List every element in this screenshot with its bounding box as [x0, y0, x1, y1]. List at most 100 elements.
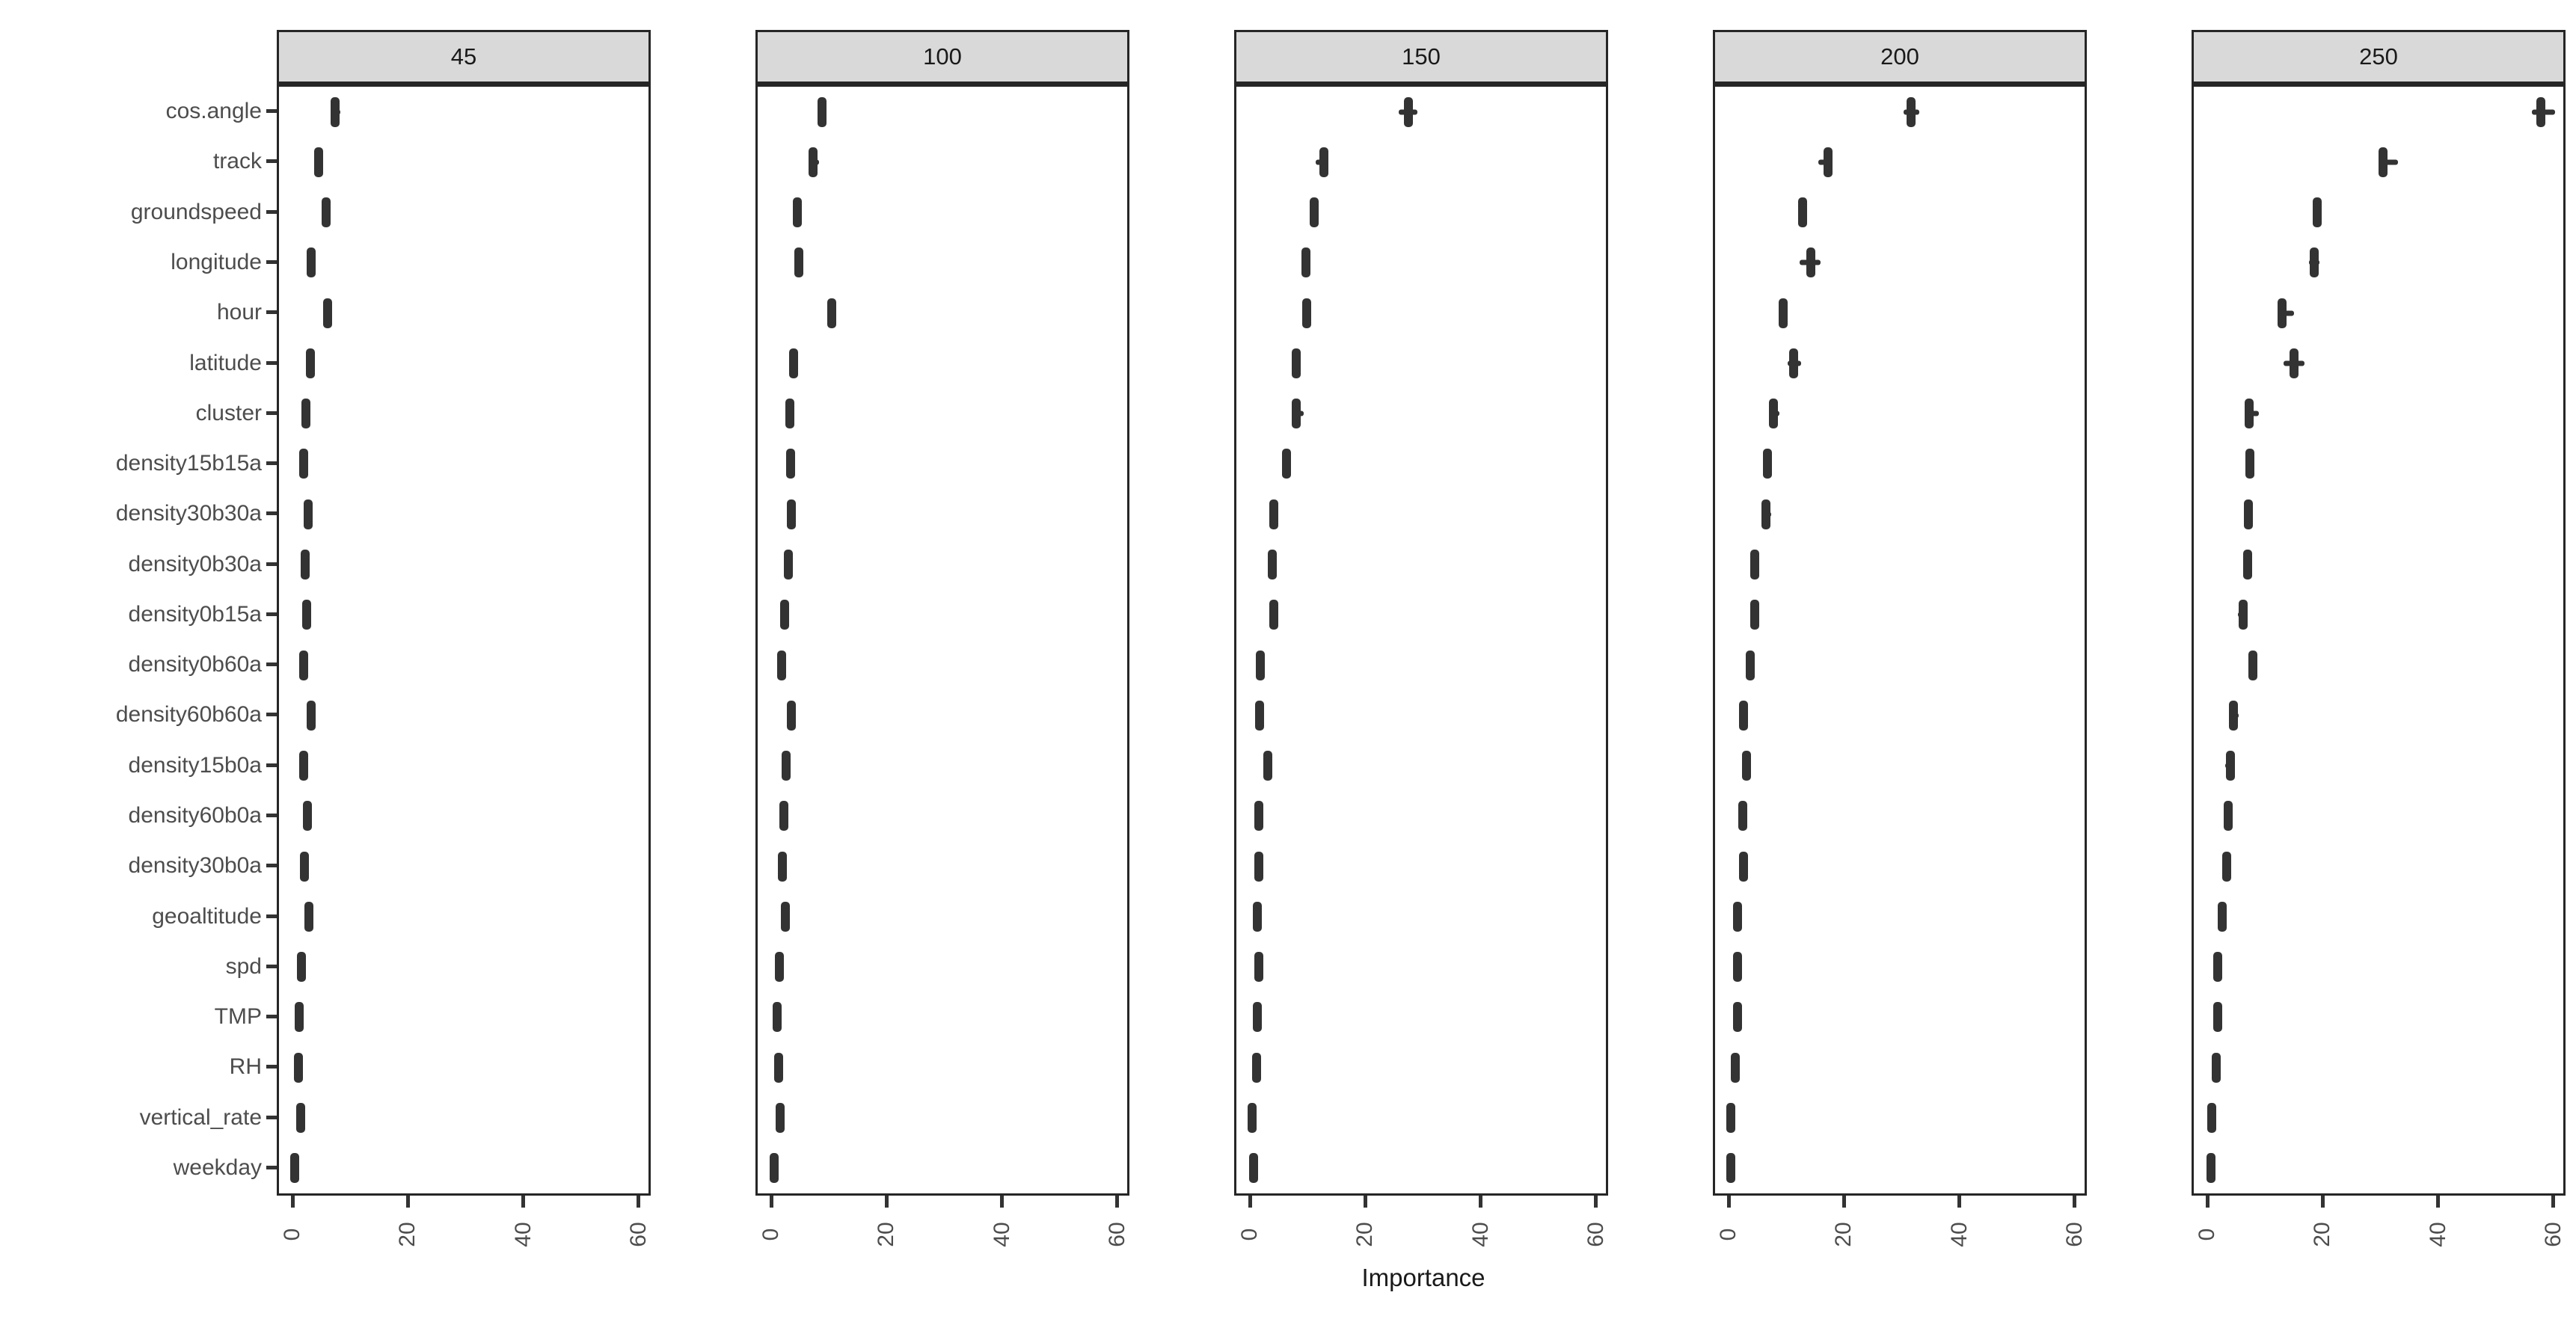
y-axis-label-density30b0a: density30b0a: [128, 853, 262, 879]
boxplot-box: [1252, 1052, 1262, 1083]
boxplot-row-density30b30a: [1715, 489, 2085, 539]
facet-100: 100: [755, 30, 1129, 1196]
boxplot-box: [786, 449, 796, 479]
boxplot-box: [2223, 801, 2233, 831]
boxplot-row-TMP: [758, 992, 1127, 1042]
boxplot-row-TMP: [1236, 992, 1606, 1042]
boxplot-box: [1726, 1153, 1736, 1184]
boxplot-row-density0b60a: [758, 640, 1127, 690]
boxplot-row-latitude: [1715, 338, 2085, 388]
boxplot-box: [789, 348, 799, 378]
boxplot-row-hour: [758, 288, 1127, 338]
boxplot-box: [2212, 1052, 2221, 1083]
x-axis-tick-label: 20: [395, 1222, 420, 1247]
y-axis-tick: [266, 209, 277, 214]
boxplot-row-groundspeed: [279, 188, 648, 238]
boxplot-box: [794, 247, 804, 278]
boxplot-row-cos.angle: [1715, 87, 2085, 137]
boxplot-box: [1404, 96, 1414, 127]
boxplot-row-density30b30a: [1236, 489, 1606, 539]
boxplot-box: [777, 851, 787, 882]
facet-45: 45: [277, 30, 651, 1196]
boxplot-row-longitude: [279, 238, 648, 288]
y-axis-label-density0b30a: density0b30a: [128, 551, 262, 577]
y-axis-tick: [266, 914, 277, 918]
boxplot-box: [1789, 348, 1799, 378]
boxplot-row-RH: [1715, 1042, 2085, 1092]
boxplot-row-cluster: [758, 389, 1127, 439]
x-axis-title: Importance: [1361, 1264, 1485, 1291]
x-axis-tick: [1594, 1196, 1598, 1208]
boxplot-row-density0b15a: [758, 590, 1127, 640]
y-axis-tick: [266, 713, 277, 717]
y-axis-label-weekday: weekday: [173, 1154, 262, 1180]
boxplot-box: [290, 1153, 300, 1184]
x-axis-tick-label: 20: [2310, 1222, 2335, 1247]
boxplot-box: [1778, 298, 1788, 328]
boxplot-row-density60b0a: [1236, 791, 1606, 841]
y-axis-tick: [266, 1115, 277, 1119]
boxplot-row-density30b0a: [758, 841, 1127, 891]
boxplot-row-density0b60a: [1236, 640, 1606, 690]
boxplot-whisker: [2379, 159, 2398, 165]
facet-panel: [755, 84, 1129, 1196]
boxplot-row-density15b0a: [2194, 740, 2563, 790]
y-axis-label-latitude: latitude: [189, 350, 262, 375]
boxplot-box: [1806, 247, 1815, 278]
boxplot-box: [782, 751, 791, 781]
boxplot-box: [1310, 197, 1319, 228]
y-axis-label-density60b60a: density60b60a: [115, 702, 262, 728]
x-axis-tick: [1726, 1196, 1731, 1208]
y-axis-tick: [266, 360, 277, 365]
boxplot-row-groundspeed: [1715, 188, 2085, 238]
y-axis-label-density30b30a: density30b30a: [115, 501, 262, 526]
boxplot-row-vertical_rate: [758, 1092, 1127, 1143]
boxplot-box: [1253, 901, 1263, 932]
y-axis-label-density15b0a: density15b0a: [128, 752, 262, 778]
boxplot-row-density30b0a: [2194, 841, 2563, 891]
boxplot-row-longitude: [1236, 238, 1606, 288]
boxplot-box: [1750, 550, 1760, 580]
y-axis-label-RH: RH: [229, 1054, 262, 1080]
boxplot-box: [303, 499, 313, 529]
boxplot-row-density15b0a: [1236, 740, 1606, 790]
boxplot-box: [780, 901, 790, 932]
boxplot-box: [787, 700, 796, 731]
boxplot-row-density60b60a: [279, 690, 648, 740]
boxplot-box: [1291, 348, 1301, 378]
boxplot-box: [296, 952, 306, 983]
boxplot-row-TMP: [1715, 992, 2085, 1042]
boxplot-row-vertical_rate: [1715, 1092, 2085, 1143]
boxplot-box: [779, 801, 788, 831]
boxplot-box: [1745, 650, 1755, 680]
boxplot-row-density60b0a: [1715, 791, 2085, 841]
x-axis-tick-label: 60: [2061, 1222, 2087, 1247]
boxplot-row-density0b60a: [2194, 640, 2563, 690]
y-axis-tick: [266, 310, 277, 315]
x-axis-tick-label: 40: [1468, 1222, 1493, 1247]
boxplot-box: [2218, 901, 2227, 932]
boxplot-box: [808, 147, 818, 177]
boxplot-box: [295, 1002, 304, 1033]
y-axis-label-longitude: longitude: [171, 249, 262, 274]
boxplot-box: [1255, 700, 1265, 731]
boxplot-box: [2379, 147, 2388, 177]
boxplot-row-density30b30a: [2194, 489, 2563, 539]
x-axis-tick-label: 60: [1583, 1222, 1608, 1247]
boxplot-box: [321, 197, 331, 228]
x-axis-tick: [2436, 1196, 2441, 1208]
facet-250: 250: [2192, 30, 2566, 1196]
boxplot-row-RH: [758, 1042, 1127, 1092]
boxplot-box: [1761, 499, 1771, 529]
x-axis-tick: [2205, 1196, 2209, 1208]
boxplot-row-density30b0a: [1715, 841, 2085, 891]
boxplot-row-density60b0a: [2194, 791, 2563, 841]
boxplot-row-geoaltitude: [758, 891, 1127, 941]
boxplot-box: [817, 96, 827, 127]
x-axis-tick-label: 0: [280, 1228, 304, 1241]
boxplot-box: [293, 1052, 303, 1083]
boxplot-box: [776, 1102, 785, 1133]
boxplot-row-weekday: [1236, 1143, 1606, 1193]
x-axis-tick: [290, 1196, 295, 1208]
boxplot-row-spd: [1236, 942, 1606, 992]
